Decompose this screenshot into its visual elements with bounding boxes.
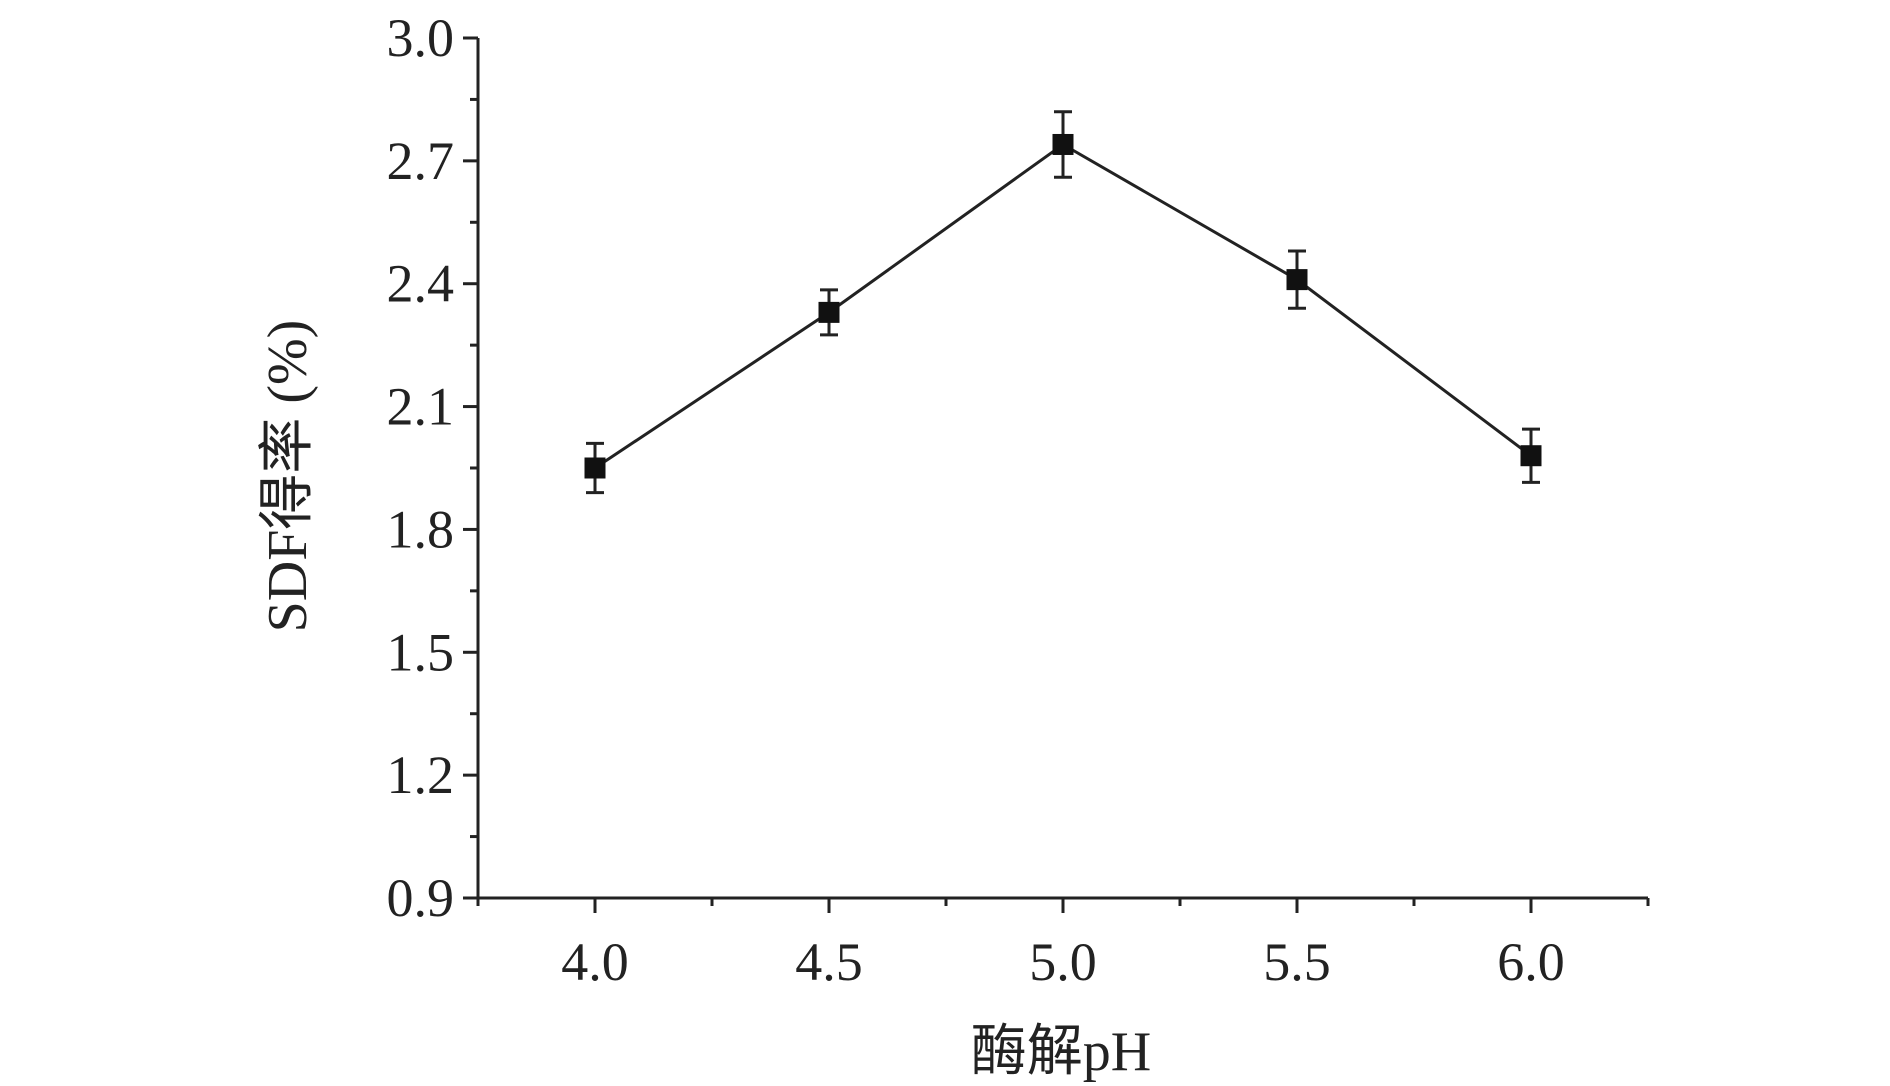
y-ticks-layer: 0.9 1.2 1.5 1.8 2.1 2.4 2.7 3.0 [387, 8, 478, 928]
y-tick-label: 2.4 [387, 254, 455, 314]
y-tick-label: 1.5 [387, 622, 455, 682]
series-line [594, 142, 1532, 470]
x-tick-label: 5.5 [1263, 932, 1331, 992]
data-point [584, 457, 606, 479]
x-tick-label: 5.0 [1029, 932, 1097, 992]
data-point [1286, 269, 1308, 291]
y-tick-label: 1.8 [387, 499, 455, 559]
y-tick-label: 3.0 [387, 8, 455, 68]
y-tick-label: 0.9 [387, 868, 455, 928]
x-tick-label: 4.0 [561, 932, 629, 992]
series-layer [584, 110, 1542, 495]
data-point [1052, 133, 1074, 155]
y-tick-label: 1.2 [387, 745, 455, 805]
x-axis-title: 酶解pH [971, 1021, 1151, 1083]
y-axis-title: SDF得率 (%) [257, 320, 319, 633]
y-tick-label: 2.1 [387, 377, 455, 437]
x-ticks-layer: 4.0 4.5 5.0 5.5 6.0 [476, 898, 1650, 992]
data-point [818, 301, 840, 323]
x-tick-label: 4.5 [795, 932, 863, 992]
y-tick-label: 2.7 [387, 131, 455, 191]
x-tick-label: 6.0 [1497, 932, 1565, 992]
data-point [1520, 445, 1542, 467]
